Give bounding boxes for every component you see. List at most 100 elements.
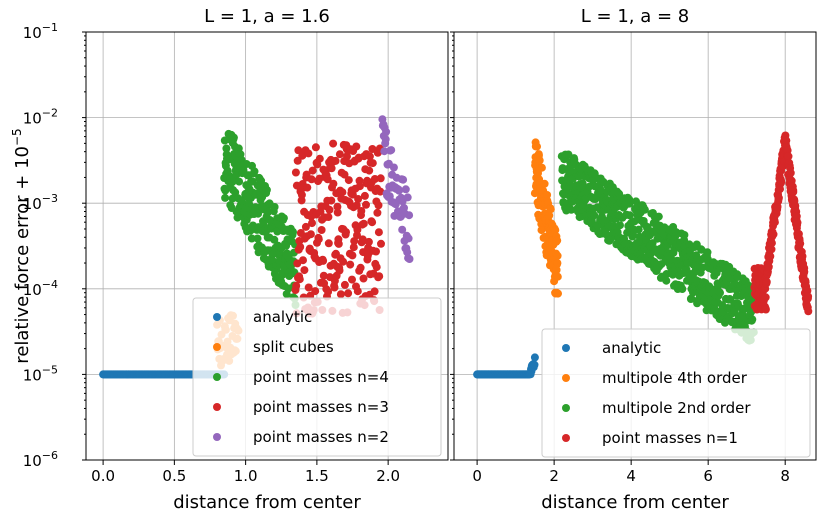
data-point	[314, 235, 323, 244]
data-point	[301, 222, 310, 231]
data-point	[535, 156, 544, 165]
data-point	[315, 154, 324, 163]
data-point	[774, 193, 783, 202]
data-point	[530, 353, 539, 362]
x-tick-label: 1.5	[305, 467, 329, 485]
data-point	[311, 287, 320, 296]
data-point	[590, 211, 599, 220]
x-tick-label: 2.0	[376, 467, 400, 485]
data-point	[387, 146, 396, 155]
data-point	[761, 305, 770, 314]
data-point	[353, 225, 362, 234]
x-tick-label: 8	[780, 467, 790, 485]
data-point	[770, 218, 779, 227]
legend-marker	[562, 404, 570, 412]
data-point	[793, 218, 802, 227]
data-point	[373, 208, 382, 217]
data-point	[359, 274, 368, 283]
data-point	[344, 289, 353, 298]
data-point	[374, 201, 383, 210]
data-point	[270, 203, 279, 211]
data-point	[253, 234, 262, 243]
series-multipole-2nd-order	[557, 150, 759, 345]
data-point	[533, 142, 541, 151]
data-point	[554, 289, 562, 298]
data-point	[380, 147, 389, 156]
data-point	[553, 251, 562, 260]
data-point	[764, 262, 773, 271]
data-point	[221, 193, 230, 202]
data-point	[552, 266, 561, 274]
data-point	[352, 201, 361, 210]
data-point	[296, 229, 305, 237]
data-point	[625, 199, 634, 208]
data-point	[405, 211, 414, 220]
legend-label: point masses n=2	[253, 428, 389, 446]
data-point	[376, 174, 385, 183]
data-point	[306, 230, 315, 239]
data-point	[296, 243, 305, 251]
data-point	[784, 152, 793, 161]
data-point	[368, 159, 377, 168]
data-point	[262, 185, 271, 194]
right-x-axis-label: distance from center	[541, 492, 729, 513]
data-point	[343, 152, 351, 161]
data-point	[289, 228, 297, 237]
data-point	[342, 228, 350, 237]
data-point	[291, 168, 300, 177]
legend-marker	[213, 403, 221, 411]
data-point	[405, 255, 414, 263]
data-point	[319, 256, 328, 265]
data-point	[247, 234, 256, 243]
data-point	[323, 175, 332, 184]
data-point	[543, 191, 552, 199]
legend-marker	[213, 313, 221, 321]
data-point	[377, 239, 385, 248]
data-point	[356, 263, 365, 272]
data-point	[585, 182, 594, 191]
data-point	[654, 212, 663, 221]
legend-marker	[213, 433, 221, 441]
data-point	[372, 263, 381, 272]
data-point	[282, 241, 291, 250]
series-point-masses-n-4	[220, 129, 300, 309]
y-axis-label: relative force error + 10−5	[10, 128, 33, 363]
data-point	[803, 286, 812, 295]
data-point	[340, 170, 349, 179]
data-point	[767, 239, 776, 248]
data-point	[662, 276, 671, 285]
data-point	[333, 208, 342, 217]
data-point	[362, 200, 370, 209]
data-point	[537, 163, 546, 172]
data-point	[567, 205, 576, 214]
data-point	[304, 283, 313, 292]
legend-label: split cubes	[253, 338, 334, 356]
data-point	[616, 221, 624, 230]
data-point	[404, 234, 413, 243]
series-point-masses-n-3	[291, 139, 385, 318]
data-point	[767, 245, 776, 254]
data-point	[776, 185, 784, 194]
data-point	[777, 177, 786, 186]
data-point	[324, 213, 333, 221]
data-point	[762, 278, 771, 286]
legend-label: point masses n=3	[253, 398, 389, 416]
data-point	[329, 179, 338, 188]
data-point	[553, 272, 562, 281]
data-point	[329, 139, 338, 148]
x-tick-label: 0.5	[162, 467, 186, 485]
data-point	[804, 307, 813, 316]
data-point	[625, 211, 634, 220]
data-point	[325, 205, 334, 214]
data-point	[324, 287, 333, 296]
data-point	[307, 175, 316, 184]
data-point	[698, 263, 707, 272]
data-point	[546, 205, 555, 214]
legend-label: analytic	[602, 339, 661, 357]
right-y-ticks	[450, 31, 454, 461]
data-point	[339, 257, 348, 266]
data-point	[374, 228, 383, 237]
data-point	[335, 150, 344, 159]
series-point-masses-n-2	[378, 115, 414, 263]
